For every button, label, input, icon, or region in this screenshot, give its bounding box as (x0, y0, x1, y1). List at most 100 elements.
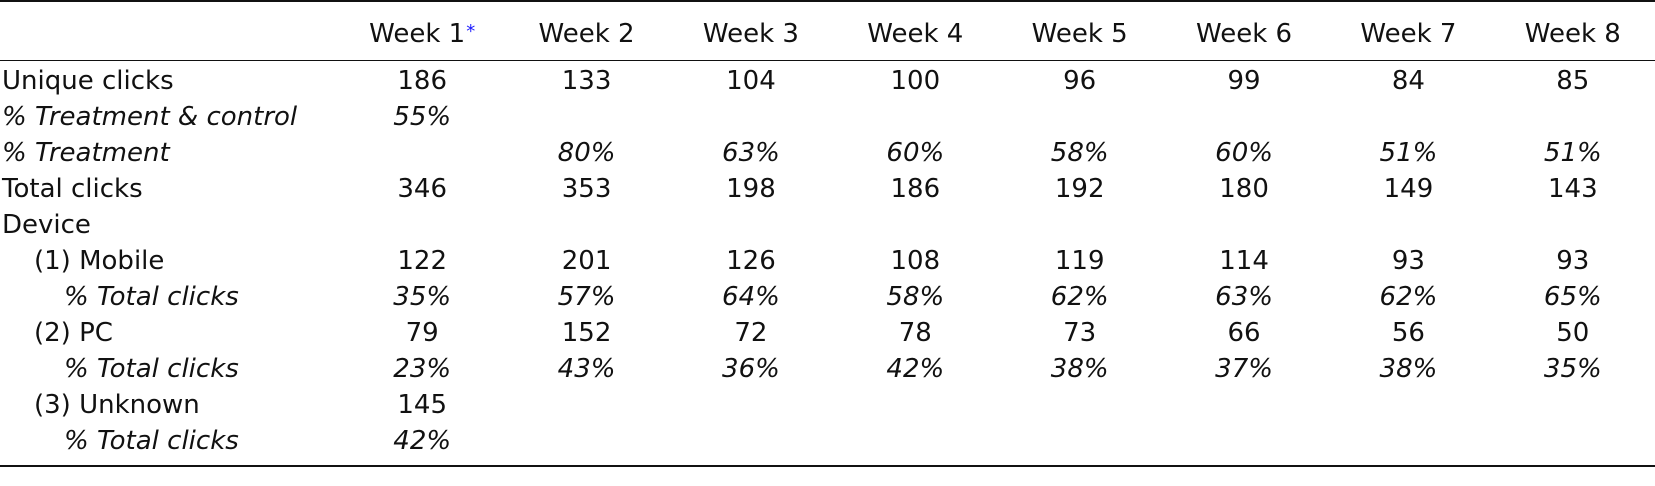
table-cell: 36% (722, 354, 780, 384)
table-cell: 51% (1543, 138, 1602, 168)
table-cell (998, 387, 1162, 423)
table-cell (1162, 387, 1326, 423)
table-cell: 96 (1063, 66, 1097, 96)
table-cell: 201 (561, 246, 612, 276)
table-cell (998, 99, 1162, 135)
table-cell (833, 207, 997, 243)
table-cell: 35% (1543, 354, 1602, 384)
table-cell (504, 423, 669, 467)
header-week-6: Week 6 (1161, 0, 1327, 61)
table-cell: 63% (722, 138, 780, 168)
table-cell: 133 (561, 66, 612, 96)
table-cell: 104 (726, 66, 776, 96)
table-cell (340, 135, 504, 171)
table-cell: 57% (557, 282, 616, 312)
table-cell: 93 (1556, 246, 1590, 276)
table-cell (833, 423, 998, 467)
footnote-marker: * (466, 21, 476, 42)
table-cell: 63% (1215, 282, 1273, 312)
table-cell (1326, 207, 1490, 243)
header-label-cell (0, 0, 340, 61)
row-label: (1) Mobile (34, 246, 165, 276)
table-cell: 99 (1227, 66, 1261, 96)
table-cell: 145 (397, 390, 447, 420)
header-week-1-text: Week 1 (369, 19, 466, 49)
table-cell (1491, 207, 1655, 243)
table-row-pct-treatment-control: % Treatment & control 55% (0, 99, 1655, 135)
table-cell: 119 (1054, 246, 1105, 276)
table-row-mobile: (1) Mobile 122 201 126 108 119 114 93 93 (0, 243, 1655, 279)
row-label: % Treatment & control (2, 102, 298, 132)
table-cell: 72 (734, 318, 768, 348)
table-row-mobile-pct: % Total clicks 35% 57% 64% 58% 62% 63% 6… (0, 279, 1655, 315)
table-cell: 192 (1054, 174, 1105, 204)
row-label: (2) PC (34, 318, 113, 348)
table-cell: 93 (1391, 246, 1425, 276)
header-week-4: Week 4 (833, 0, 998, 61)
table-cell (1490, 423, 1655, 467)
header-week-3: Week 3 (668, 0, 834, 61)
table-row-unknown: (3) Unknown 145 (0, 387, 1655, 423)
table-cell: 55% (393, 102, 452, 132)
row-label: % Total clicks (64, 282, 239, 312)
table-cell (669, 387, 833, 423)
table-cell: 149 (1383, 174, 1434, 204)
table-row-unique-clicks: Unique clicks 186 133 104 100 96 99 84 8… (0, 61, 1655, 100)
table-cell: 38% (1050, 354, 1109, 384)
row-label: % Total clicks (64, 354, 239, 384)
header-week-1: Week 1* (340, 0, 505, 61)
table-cell: 73 (1063, 318, 1097, 348)
table-cell: 42% (886, 354, 945, 384)
table-row-pc-pct: % Total clicks 23% 43% 36% 42% 38% 37% 3… (0, 351, 1655, 387)
table-cell (1491, 99, 1655, 135)
table-row-device: Device (0, 207, 1655, 243)
table-cell (504, 387, 668, 423)
table-cell: 100 (890, 66, 941, 96)
table-cell: 122 (397, 246, 447, 276)
table-cell: 84 (1391, 66, 1425, 96)
table-row-pc: (2) PC 79 152 72 78 73 66 56 50 (0, 315, 1655, 351)
table-cell (340, 207, 504, 243)
table-cell: 51% (1379, 138, 1438, 168)
table-cell: 85 (1556, 66, 1590, 96)
table-cell: 180 (1219, 174, 1269, 204)
table-cell: 143 (1547, 174, 1598, 204)
table-cell: 80% (557, 138, 616, 168)
table-cell (833, 387, 997, 423)
table-cell (668, 423, 834, 467)
table-cell (1162, 99, 1326, 135)
table-cell: 79 (405, 318, 439, 348)
table-cell: 60% (886, 138, 945, 168)
table-cell (1326, 99, 1490, 135)
table-cell: 38% (1379, 354, 1438, 384)
table-row-pct-treatment: % Treatment 80% 63% 60% 58% 60% 51% 51% (0, 135, 1655, 171)
table-cell: 78 (898, 318, 932, 348)
table-cell: 42% (340, 423, 505, 467)
table-cell (998, 207, 1162, 243)
row-label: Device (2, 210, 91, 240)
table-cell (669, 99, 833, 135)
table-cell: 186 (890, 174, 941, 204)
table-cell: 126 (726, 246, 776, 276)
row-label: % Treatment (2, 138, 170, 168)
table-cell: 58% (886, 282, 945, 312)
table-cell: 35% (393, 282, 452, 312)
table-cell: 62% (1050, 282, 1109, 312)
header-week-8: Week 8 (1490, 0, 1655, 61)
table-header-row: Week 1* Week 2 Week 3 Week 4 Week 5 Week… (0, 0, 1655, 61)
table-cell: 108 (890, 246, 941, 276)
table-cell (1162, 207, 1326, 243)
table-cell: 65% (1543, 282, 1602, 312)
row-label: % Total clicks (0, 423, 340, 467)
table-cell: 60% (1215, 138, 1273, 168)
table-cell: 152 (561, 318, 612, 348)
table-cell: 23% (393, 354, 452, 384)
table-row-total-clicks: Total clicks 346 353 198 186 192 180 149… (0, 171, 1655, 207)
table-cell: 56 (1391, 318, 1425, 348)
table-cell: 50 (1556, 318, 1590, 348)
table-cell (504, 207, 668, 243)
table-cell (504, 99, 668, 135)
table-cell: 346 (397, 174, 447, 204)
header-week-2: Week 2 (504, 0, 669, 61)
